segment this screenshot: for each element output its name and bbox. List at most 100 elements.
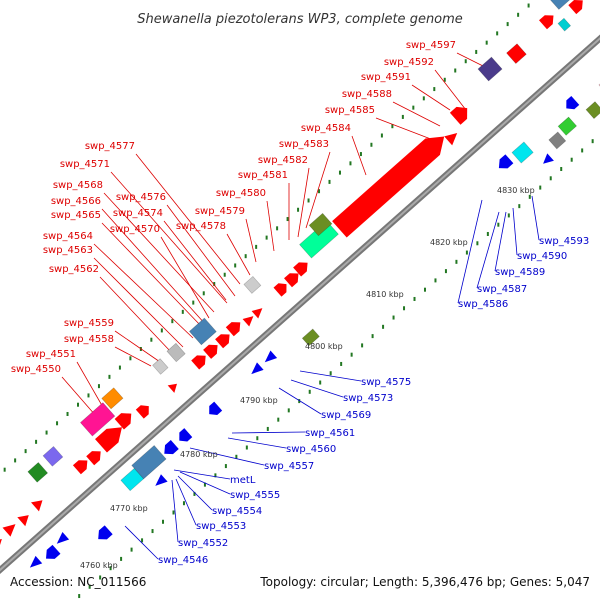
minor-tick-lower xyxy=(308,389,311,394)
minor-tick-upper xyxy=(3,467,6,472)
minor-tick-upper xyxy=(359,152,362,157)
reverse-gene-label: swp_4555 xyxy=(230,490,280,501)
minor-tick-lower xyxy=(455,259,458,264)
forward-gene-label: swp_4583 xyxy=(279,139,329,150)
forward-gene-label: swp_4565 xyxy=(51,210,101,221)
forward-leader-line xyxy=(101,208,207,326)
forward-gene xyxy=(101,387,124,410)
minor-tick-lower xyxy=(518,204,521,209)
reverse-gene-label: swp_4560 xyxy=(286,444,336,455)
reverse-leader-line xyxy=(512,207,518,256)
minor-tick-lower xyxy=(591,139,594,144)
forward-gene xyxy=(568,0,583,15)
reverse-leader-line xyxy=(179,471,231,495)
minor-tick-lower xyxy=(109,566,112,571)
forward-gene-label: swp_4597 xyxy=(406,40,456,51)
reverse-gene xyxy=(179,428,193,442)
minor-tick-upper xyxy=(213,282,216,287)
minor-tick-lower xyxy=(350,352,353,357)
forward-gene xyxy=(80,402,116,437)
forward-gene xyxy=(17,515,29,527)
forward-leader-line xyxy=(166,204,236,297)
forward-gene xyxy=(95,427,122,453)
minor-tick-lower xyxy=(172,510,175,515)
reverse-gene-label: swp_4573 xyxy=(343,393,393,404)
forward-gene xyxy=(189,317,217,346)
tick-label: 4820 kbp xyxy=(430,238,468,247)
forward-gene xyxy=(546,0,575,10)
minor-tick-lower xyxy=(497,222,500,227)
reverse-gene-label: swp_4575 xyxy=(361,377,411,388)
minor-tick-upper xyxy=(265,235,268,240)
backbone-highlight xyxy=(0,37,600,572)
forward-gene xyxy=(506,43,527,64)
forward-gene xyxy=(135,405,149,419)
minor-tick-upper xyxy=(527,3,530,8)
forward-gene xyxy=(284,273,299,288)
minor-tick-upper xyxy=(391,124,394,129)
forward-leader-line xyxy=(103,192,215,313)
minor-tick-upper xyxy=(244,254,247,259)
minor-tick-lower xyxy=(361,343,364,348)
forward-gene xyxy=(273,283,287,297)
minor-tick-upper xyxy=(464,59,467,64)
minor-tick-upper xyxy=(433,87,436,92)
forward-gene-label: swp_4568 xyxy=(53,180,103,191)
forward-leader-line xyxy=(266,200,275,252)
forward-leader-line xyxy=(93,257,184,348)
reverse-leader-line xyxy=(171,479,179,543)
minor-tick-lower xyxy=(549,176,552,181)
reverse-leader-line xyxy=(227,437,287,449)
minor-tick-upper xyxy=(475,49,478,54)
forward-gene xyxy=(293,262,308,277)
tick-label: 4830 kbp xyxy=(497,186,535,195)
forward-gene-label: swp_4559 xyxy=(64,318,114,329)
minor-tick-upper xyxy=(234,263,237,268)
reverse-gene xyxy=(46,544,61,559)
reverse-gene-label: swp_4569 xyxy=(321,410,371,421)
forward-gene-label: swp_4581 xyxy=(238,170,288,181)
reverse-gene xyxy=(566,95,580,110)
tick-label: 4780 kbp xyxy=(180,450,218,459)
forward-gene-label: swp_4574 xyxy=(113,208,163,219)
minor-tick-upper xyxy=(338,170,341,175)
minor-tick-upper xyxy=(485,40,488,45)
minor-tick-lower xyxy=(88,584,91,589)
minor-tick-lower xyxy=(329,371,332,376)
minor-tick-upper xyxy=(401,114,404,119)
minor-tick-lower xyxy=(507,213,510,218)
forward-leader-line xyxy=(114,330,164,365)
reverse-gene xyxy=(543,153,554,164)
minor-tick-lower xyxy=(245,445,248,450)
minor-tick-upper xyxy=(443,77,446,82)
label-leader-lines xyxy=(61,52,540,560)
forward-leader-line xyxy=(351,135,367,176)
reverse-gene-label: swp_4554 xyxy=(212,506,262,517)
reverse-gene xyxy=(498,154,514,169)
reverse-gene-label: swp_4589 xyxy=(495,267,545,278)
forward-gene xyxy=(215,334,230,349)
forward-gene xyxy=(2,524,16,537)
forward-leader-line xyxy=(434,69,467,111)
reverse-leader-line xyxy=(457,199,483,304)
reverse-leader-line xyxy=(175,478,197,526)
forward-gene xyxy=(72,460,88,475)
forward-leader-line xyxy=(163,220,227,301)
minor-tick-lower xyxy=(528,194,531,199)
minor-tick-lower xyxy=(203,482,206,487)
minor-tick-upper xyxy=(118,365,121,370)
reverse-gene xyxy=(131,445,167,480)
reverse-gene xyxy=(164,440,179,455)
forward-gene xyxy=(42,446,64,467)
gene-features xyxy=(0,0,600,568)
minor-tick-lower xyxy=(560,167,563,172)
minor-tick-upper xyxy=(286,217,289,222)
minor-tick-lower xyxy=(486,231,489,236)
forward-gene xyxy=(332,136,445,238)
minor-tick-lower xyxy=(162,519,165,524)
minor-tick-lower xyxy=(151,529,154,534)
minor-tick-upper xyxy=(454,68,457,73)
reverse-gene xyxy=(251,362,264,375)
minor-tick-upper xyxy=(181,309,184,314)
